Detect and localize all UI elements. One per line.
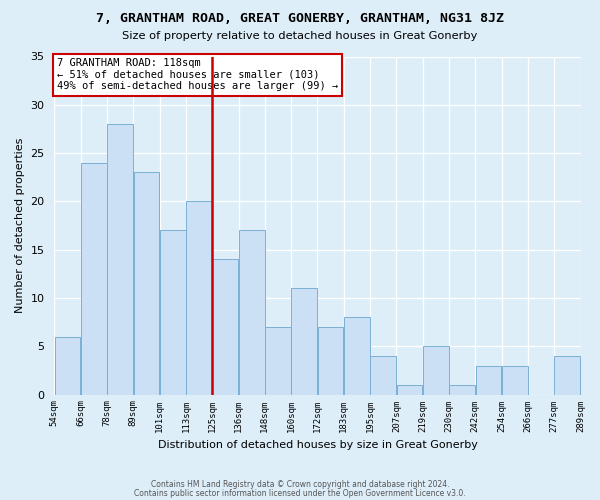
Bar	[265, 327, 291, 394]
Text: 7 GRANTHAM ROAD: 118sqm
← 51% of detached houses are smaller (103)
49% of semi-d: 7 GRANTHAM ROAD: 118sqm ← 51% of detache…	[57, 58, 338, 92]
Text: 7, GRANTHAM ROAD, GREAT GONERBY, GRANTHAM, NG31 8JZ: 7, GRANTHAM ROAD, GREAT GONERBY, GRANTHA…	[96, 12, 504, 26]
Bar	[55, 336, 80, 394]
Text: Size of property relative to detached houses in Great Gonerby: Size of property relative to detached ho…	[122, 31, 478, 41]
Bar	[423, 346, 449, 395]
Bar	[397, 385, 422, 394]
Bar	[318, 327, 343, 394]
Bar	[502, 366, 527, 394]
Bar	[186, 202, 212, 394]
Bar	[554, 356, 580, 395]
Bar	[344, 318, 370, 394]
Bar	[449, 385, 475, 394]
Bar	[107, 124, 133, 394]
Bar	[134, 172, 160, 394]
Bar	[476, 366, 502, 394]
Bar	[239, 230, 265, 394]
X-axis label: Distribution of detached houses by size in Great Gonerby: Distribution of detached houses by size …	[158, 440, 478, 450]
Bar	[370, 356, 396, 395]
Bar	[160, 230, 185, 394]
Text: Contains HM Land Registry data © Crown copyright and database right 2024.: Contains HM Land Registry data © Crown c…	[151, 480, 449, 489]
Bar	[292, 288, 317, 395]
Y-axis label: Number of detached properties: Number of detached properties	[15, 138, 25, 313]
Text: Contains public sector information licensed under the Open Government Licence v3: Contains public sector information licen…	[134, 489, 466, 498]
Bar	[212, 260, 238, 394]
Bar	[81, 162, 107, 394]
